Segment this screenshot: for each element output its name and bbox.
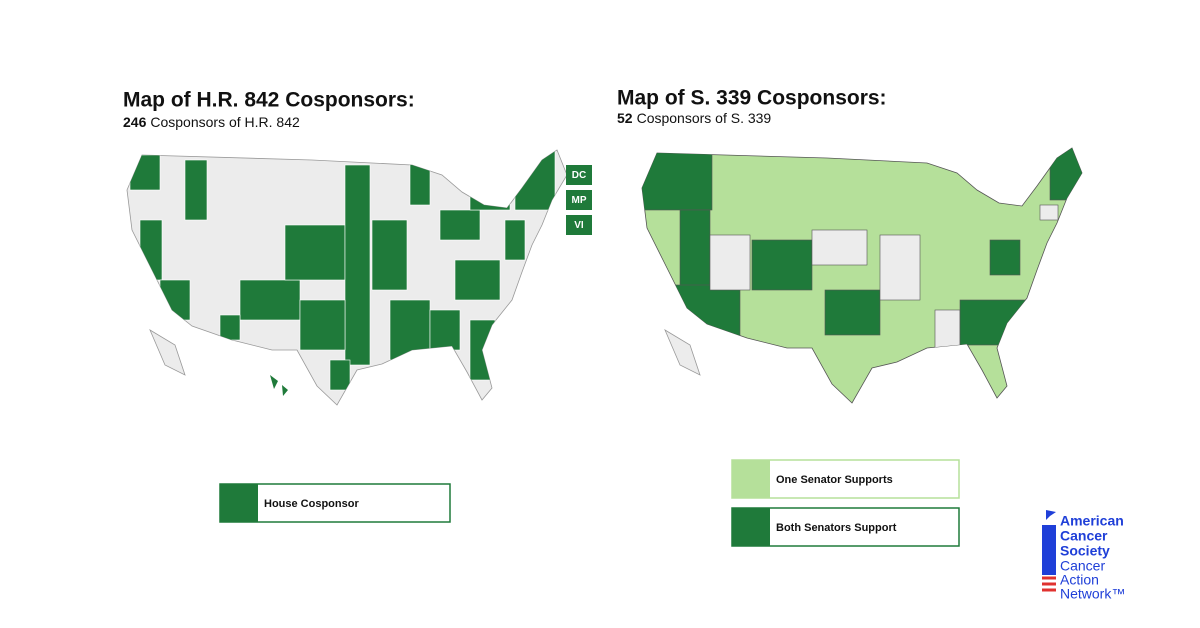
territory-label: MP	[572, 195, 587, 206]
territories: DC MP VI	[566, 165, 592, 235]
territory-box	[566, 215, 592, 235]
legends: House Cosponsor One Senator Supports Both …	[219, 459, 960, 547]
logo-line: American	[1060, 513, 1124, 529]
map-subtitle: 246 Cosponsors of H.R. 842	[123, 114, 300, 130]
map-title: Map of H.R. 842 Cosponsors:	[123, 89, 415, 112]
map-title: Map of S. 339 Cosponsors:	[617, 87, 887, 110]
territory-box	[566, 165, 592, 185]
logo-line: Society	[1060, 543, 1110, 559]
logo-line: Cancer	[1060, 528, 1108, 544]
logo: AmericanCancerSocietyCancerActionNetwork…	[1042, 510, 1125, 602]
territory-label: DC	[572, 170, 586, 181]
legend-label: House Cosponsor	[264, 498, 359, 510]
logo-line: Action	[1060, 572, 1099, 588]
count: 52	[617, 110, 633, 126]
logo-line: Network™	[1060, 586, 1125, 602]
legend-box	[219, 483, 451, 523]
legend-label: Both Senators Support	[776, 522, 897, 534]
subtitle-text: Cosponsors of S. 339	[637, 110, 772, 126]
logo-line: Cancer	[1060, 558, 1105, 574]
count: 246	[123, 114, 147, 130]
territory-label: VI	[574, 220, 584, 231]
legend-label: One Senator Supports	[776, 474, 893, 486]
house-map	[126, 149, 568, 406]
legend-swatch	[732, 460, 770, 498]
map-subtitle: 52 Cosponsors of S. 339	[617, 110, 771, 126]
legend-swatch	[732, 508, 770, 546]
territory-box	[566, 190, 592, 210]
senate-map	[641, 147, 1083, 404]
legend-swatch	[220, 484, 258, 522]
subtitle-text: Cosponsors of H.R. 842	[150, 114, 300, 130]
